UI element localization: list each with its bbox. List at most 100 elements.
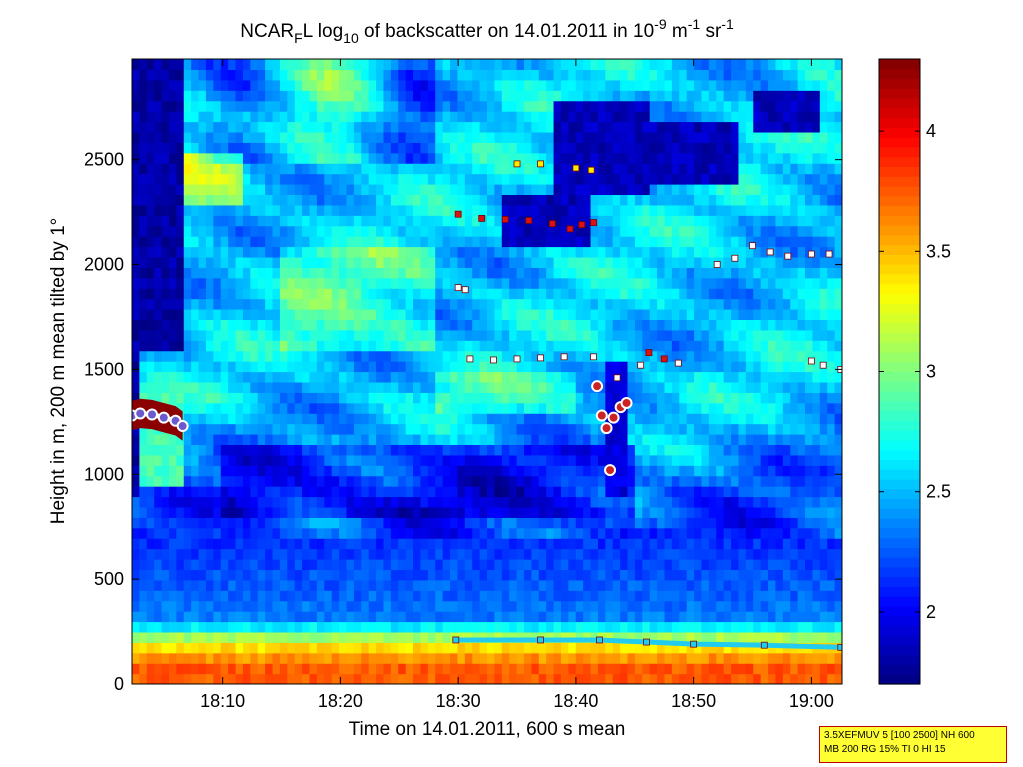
heatmap-cell xyxy=(146,215,155,227)
heatmap-cell xyxy=(420,673,429,684)
heatmap-cell xyxy=(516,100,525,112)
heatmap-cell xyxy=(368,402,377,414)
heatmap-cell xyxy=(716,475,725,487)
heatmap-cell xyxy=(324,246,333,258)
heatmap-cell xyxy=(235,184,244,196)
heatmap-cell xyxy=(132,309,140,321)
heatmap-cell xyxy=(560,548,569,560)
heatmap-cell xyxy=(435,381,444,393)
heatmap-cell xyxy=(191,569,200,581)
heatmap-cell xyxy=(501,611,510,623)
heatmap-cell xyxy=(302,225,311,237)
heatmap-cell xyxy=(287,215,296,227)
heatmap-cell xyxy=(265,392,274,404)
heatmap-cell xyxy=(716,569,725,581)
heatmap-cell xyxy=(191,673,200,684)
heatmap-cell xyxy=(316,59,325,71)
heatmap-cell xyxy=(146,475,155,487)
heatmap-cell xyxy=(168,538,177,550)
heatmap-cell xyxy=(627,69,636,81)
heatmap-cell xyxy=(339,444,348,456)
heatmap-cell xyxy=(368,611,377,623)
heatmap-cell xyxy=(686,184,695,196)
heatmap-cell xyxy=(324,600,333,612)
heatmap-cell xyxy=(213,434,222,446)
heatmap-cell xyxy=(494,59,503,71)
heatmap-cell xyxy=(146,506,155,518)
heatmap-cell xyxy=(316,538,325,550)
heatmap-cell xyxy=(620,444,629,456)
heatmap-cell xyxy=(139,611,148,623)
heatmap-cell xyxy=(257,361,266,373)
heatmap-cell xyxy=(146,69,155,81)
heatmap-cell xyxy=(228,652,237,664)
heatmap-cell xyxy=(183,79,192,91)
heatmap-cell xyxy=(627,652,636,664)
heatmap-cell xyxy=(346,90,355,102)
heatmap-cell xyxy=(686,298,695,310)
heatmap-cell xyxy=(590,673,599,684)
heatmap-cell xyxy=(220,517,229,529)
heatmap-cell xyxy=(339,621,348,633)
heatmap-cell xyxy=(368,371,377,383)
heatmap-cell xyxy=(708,256,717,268)
heatmap-cell xyxy=(213,131,222,143)
heatmap-cell xyxy=(376,236,385,248)
heatmap-cell xyxy=(250,413,259,425)
heatmap-cell xyxy=(435,121,444,133)
heatmap-cell xyxy=(716,538,725,550)
heatmap-cell xyxy=(686,69,695,81)
heatmap-cell xyxy=(523,111,532,123)
heatmap-cell xyxy=(612,121,621,133)
heatmap-cell xyxy=(331,454,340,466)
heatmap-cell xyxy=(383,465,392,477)
heatmap-cell xyxy=(605,663,614,675)
heatmap-cell xyxy=(472,371,481,383)
heatmap-cell xyxy=(198,340,207,352)
heatmap-cell xyxy=(464,381,473,393)
heatmap-cell xyxy=(361,579,370,591)
heatmap-cell xyxy=(339,225,348,237)
heatmap-cell xyxy=(686,590,695,602)
heatmap-cell xyxy=(671,631,680,643)
heatmap-cell xyxy=(627,340,636,352)
heatmap-cell xyxy=(139,225,148,237)
heatmap-cell xyxy=(642,392,651,404)
heatmap-cell xyxy=(420,69,429,81)
heatmap-cell xyxy=(605,111,614,123)
heatmap-cell xyxy=(560,621,569,633)
heatmap-cell xyxy=(472,100,481,112)
heatmap-cell xyxy=(309,631,318,643)
heatmap-cell xyxy=(664,236,673,248)
heatmap-cell xyxy=(575,590,584,602)
heatmap-cell xyxy=(205,215,214,227)
heatmap-cell xyxy=(235,121,244,133)
heatmap-cell xyxy=(139,236,148,248)
heatmap-cell xyxy=(523,548,532,560)
heatmap-cell xyxy=(420,59,429,71)
heatmap-cell xyxy=(487,329,495,341)
heatmap-cell xyxy=(250,163,259,175)
heatmap-cell xyxy=(487,631,495,643)
heatmap-cell xyxy=(183,506,192,518)
heatmap-cell xyxy=(183,465,192,477)
heatmap-cell xyxy=(560,402,569,414)
heatmap-cell xyxy=(501,173,510,185)
heatmap-cell xyxy=(272,309,281,321)
heatmap-cell xyxy=(257,246,266,258)
heatmap-cell xyxy=(139,621,148,633)
heatmap-cell xyxy=(316,631,325,643)
heatmap-cell xyxy=(723,184,732,196)
heatmap-cell xyxy=(701,652,710,664)
heatmap-cell xyxy=(487,506,495,518)
heatmap-cell xyxy=(353,340,362,352)
heatmap-cell xyxy=(664,111,673,123)
heatmap-cell xyxy=(168,121,177,133)
heatmap-cell xyxy=(302,204,311,216)
heatmap-cell xyxy=(228,267,237,279)
heatmap-cell xyxy=(531,288,540,300)
heatmap-cell xyxy=(168,184,177,196)
heatmap-cell xyxy=(427,288,436,300)
heatmap-cell xyxy=(509,652,518,664)
heatmap-cell xyxy=(220,163,229,175)
